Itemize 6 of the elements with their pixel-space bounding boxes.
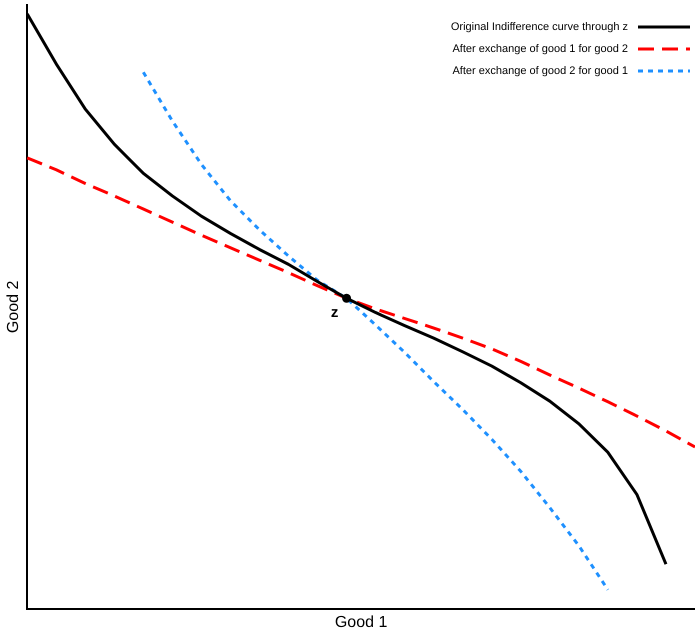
y-axis-title: Good 2 [5,280,22,334]
legend-label: Original Indifference curve through z [450,21,628,34]
legend-label: After exchange of good 1 for good 2 [452,43,628,56]
x-axis-title: Good 1 [334,614,388,631]
legend-label: After exchange of good 2 for good 1 [452,65,628,78]
annotation: z [330,304,338,321]
